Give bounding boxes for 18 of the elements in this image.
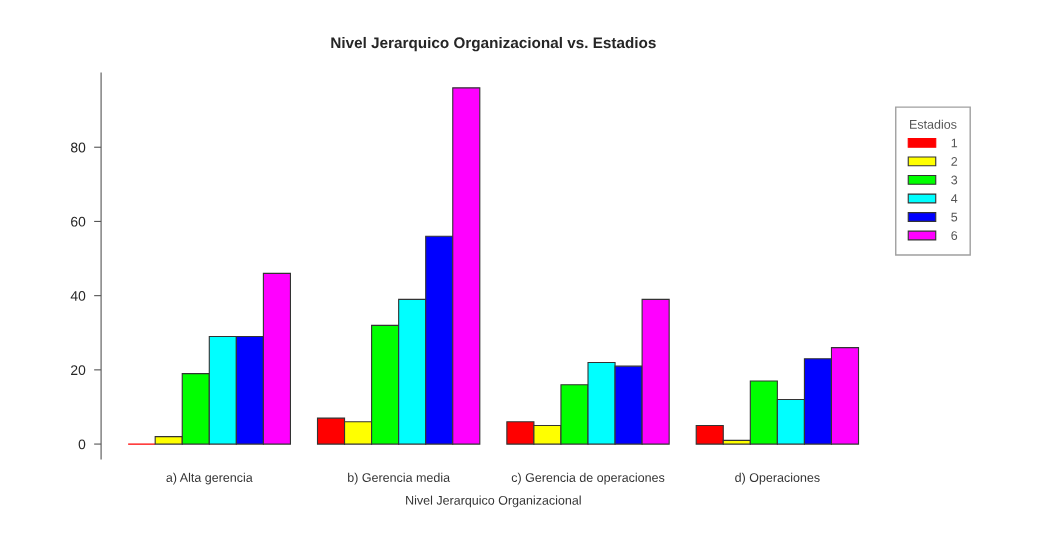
legend-label: 3 — [951, 175, 958, 185]
y-tick-label: 60 — [71, 216, 86, 227]
y-tick-label: 80 — [70, 142, 86, 153]
legend-title: Estadios — [910, 119, 957, 129]
x-tick-label: c) Gerencia de operaciones — [511, 472, 665, 485]
y-tick-label: 20 — [71, 365, 86, 376]
y-tick-label: 0 — [78, 439, 86, 450]
legend-label: 5 — [951, 212, 958, 222]
x-tick-label: b) Gerencia media — [348, 472, 451, 485]
x-tick-label: d) Operaciones — [735, 472, 820, 485]
legend-label: 2 — [951, 157, 958, 166]
y-tick-label: 40 — [70, 290, 86, 301]
chart-title: Nivel Jerarquico Organizacional vs. Estadios — [331, 36, 656, 52]
x-tick-label: a) Alta gerencia — [166, 472, 253, 485]
x-axis-title: Nivel Jerarquico Organizacional — [406, 495, 581, 508]
legend-label: 4 — [951, 194, 958, 203]
legend-label: 6 — [951, 231, 958, 241]
legend-label: 1 — [951, 138, 958, 148]
